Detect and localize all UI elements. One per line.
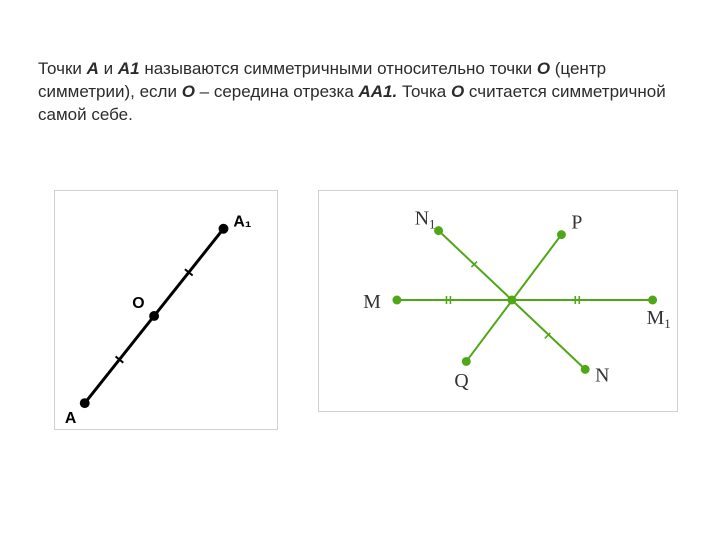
def-A: A <box>87 59 99 78</box>
figure-right-svg: M M1 N1 N Q P <box>319 191 677 411</box>
definition-text: Точки A и A1 называются симметричными от… <box>38 58 682 127</box>
svg-text:N: N <box>595 364 609 386</box>
def-seg: Точки <box>38 59 87 78</box>
svg-text:Q: Q <box>454 370 468 392</box>
figure-left-svg: A O A₁ <box>55 191 277 429</box>
def-O: O <box>537 59 550 78</box>
def-seg: называются симметричными относительно то… <box>140 59 537 78</box>
def-AA1: AA1. <box>359 82 398 101</box>
svg-text:A: A <box>65 410 77 427</box>
figure-left-panel: A O A₁ <box>54 190 278 430</box>
def-O3: O <box>451 82 464 101</box>
svg-text:N1: N1 <box>415 208 436 232</box>
svg-text:P: P <box>571 212 582 234</box>
def-A1: A1 <box>118 59 140 78</box>
def-seg: Точка <box>397 82 451 101</box>
figures-row: A O A₁ M M1 N1 N Q P <box>54 190 700 430</box>
svg-text:M1: M1 <box>647 307 671 331</box>
def-seg: и <box>99 59 118 78</box>
def-O2: O <box>182 82 195 101</box>
figure-right-panel: M M1 N1 N Q P <box>318 190 678 412</box>
svg-text:M: M <box>363 291 381 313</box>
svg-text:O: O <box>132 295 144 312</box>
def-seg: – середина отрезка <box>195 82 359 101</box>
svg-text:A₁: A₁ <box>233 214 251 231</box>
